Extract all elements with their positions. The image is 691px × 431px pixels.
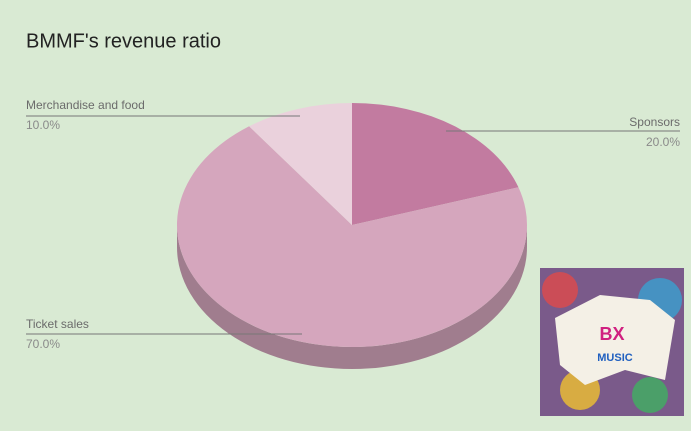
slice xyxy=(352,103,519,225)
slice xyxy=(249,103,352,225)
svg-text:BX: BX xyxy=(599,324,624,344)
slice-side xyxy=(177,225,527,369)
slice-label: Sponsors xyxy=(629,115,680,129)
svg-text:MUSIC: MUSIC xyxy=(597,352,633,364)
slice xyxy=(177,126,527,348)
chart-title: BMMF's revenue ratio xyxy=(26,30,221,52)
festival-logo: BX MUSIC xyxy=(540,268,684,416)
slice-value: 10.0% xyxy=(26,118,60,132)
slice-value: 70.0% xyxy=(26,337,60,351)
pie xyxy=(177,103,527,369)
slice-label: Ticket sales xyxy=(26,317,89,331)
slice-value: 20.0% xyxy=(646,135,680,149)
slice-label: Merchandise and food xyxy=(26,98,145,112)
